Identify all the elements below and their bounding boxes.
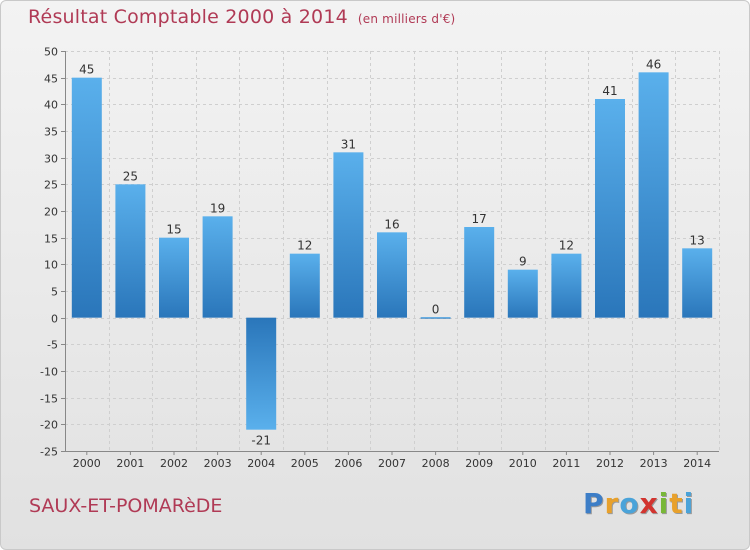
bar-2000 — [71, 77, 102, 318]
bar-2008 — [420, 317, 451, 319]
data-label-2003: 19 — [210, 201, 225, 215]
data-label-2002: 15 — [166, 223, 181, 237]
x-tick-label-2005: 2005 — [291, 457, 319, 470]
x-tick-label-2000: 2000 — [73, 457, 101, 470]
x-tick-label-2006: 2006 — [334, 457, 362, 470]
logo-letter: P — [583, 487, 605, 520]
data-label-2010: 9 — [519, 255, 527, 269]
x-tick-label-2004: 2004 — [247, 457, 275, 470]
x-tick-label-2003: 2003 — [204, 457, 232, 470]
data-label-2014: 13 — [690, 233, 705, 247]
bar-2001 — [115, 184, 146, 318]
bar-2009 — [464, 227, 495, 318]
data-label-2012: 41 — [602, 84, 617, 98]
y-tick-label: -10 — [40, 366, 58, 379]
x-tick-label-2002: 2002 — [160, 457, 188, 470]
data-label-2013: 46 — [646, 57, 661, 71]
bar-2002 — [159, 237, 189, 318]
y-tick-label: 10 — [44, 259, 58, 272]
y-tick-label: 45 — [44, 73, 58, 86]
data-label-2009: 17 — [472, 212, 487, 226]
chart-unit-note: (en milliers d'€) — [357, 12, 456, 26]
commune-name: SAUX-ET-POMARèDE — [29, 495, 223, 517]
x-tick-label-2010: 2010 — [509, 457, 537, 470]
bar-2014 — [682, 248, 713, 318]
x-tick-label-2008: 2008 — [422, 457, 450, 470]
data-label-2001: 25 — [123, 169, 138, 183]
bar-2003 — [202, 216, 233, 318]
chart-title: Résultat Comptable 2000 à 2014 (en millie… — [28, 6, 455, 28]
data-label-2007: 16 — [384, 217, 399, 231]
y-tick-label: 15 — [44, 233, 58, 246]
y-tick-label: -20 — [40, 419, 58, 432]
logo-letter: o — [619, 487, 640, 520]
logo-letter: t — [669, 487, 684, 520]
y-tick-label: -15 — [40, 393, 58, 406]
x-tick-label-2007: 2007 — [378, 457, 406, 470]
logo-letter: i — [683, 487, 695, 520]
y-tick-label: 0 — [51, 313, 58, 326]
y-tick-label: 40 — [44, 99, 58, 112]
y-tick-label: -5 — [47, 339, 58, 352]
x-tick-label-2013: 2013 — [640, 457, 668, 470]
chart-title-text: Résultat Comptable 2000 à 2014 — [28, 6, 348, 28]
logo-letter: i — [658, 487, 670, 520]
proxiti-logo: Proxiti — [583, 487, 694, 520]
bar-2004 — [246, 317, 277, 430]
logo-letter: x — [639, 487, 659, 520]
bars — [71, 72, 713, 430]
bar-2005 — [289, 253, 320, 318]
y-tick-label: -25 — [40, 446, 58, 459]
data-label-2006: 31 — [341, 137, 356, 151]
y-tick-label: 50 — [44, 46, 58, 59]
data-label-2008: 0 — [432, 303, 440, 317]
bar-2006 — [333, 152, 364, 318]
bar-2012 — [595, 99, 625, 318]
x-tick-label-2012: 2012 — [596, 457, 624, 470]
y-tick-label: 30 — [44, 153, 58, 166]
y-tick-label: 35 — [44, 126, 58, 139]
y-tick-label: 20 — [44, 206, 58, 219]
data-label-2005: 12 — [297, 239, 312, 253]
x-tick-label-2011: 2011 — [552, 457, 580, 470]
data-label-2011: 12 — [559, 239, 574, 253]
x-tick-label-2001: 2001 — [116, 457, 144, 470]
bar-2013 — [638, 72, 669, 318]
x-tick-label-2014: 2014 — [683, 457, 711, 470]
labels: 45 25 15 19 -21 12 31 16 0 17 9 12 41 46 13 — [79, 57, 705, 447]
y-tick-label: 5 — [51, 286, 58, 299]
bar-2011 — [551, 253, 582, 318]
x-tick-label-2009: 2009 — [465, 457, 493, 470]
data-label-2000: 45 — [79, 63, 94, 77]
bar-2007 — [377, 232, 407, 318]
logo-letter: r — [604, 487, 620, 520]
y-tick-label: 25 — [44, 179, 58, 192]
data-label-2004: -21 — [251, 434, 271, 448]
bar-2010 — [507, 269, 538, 318]
